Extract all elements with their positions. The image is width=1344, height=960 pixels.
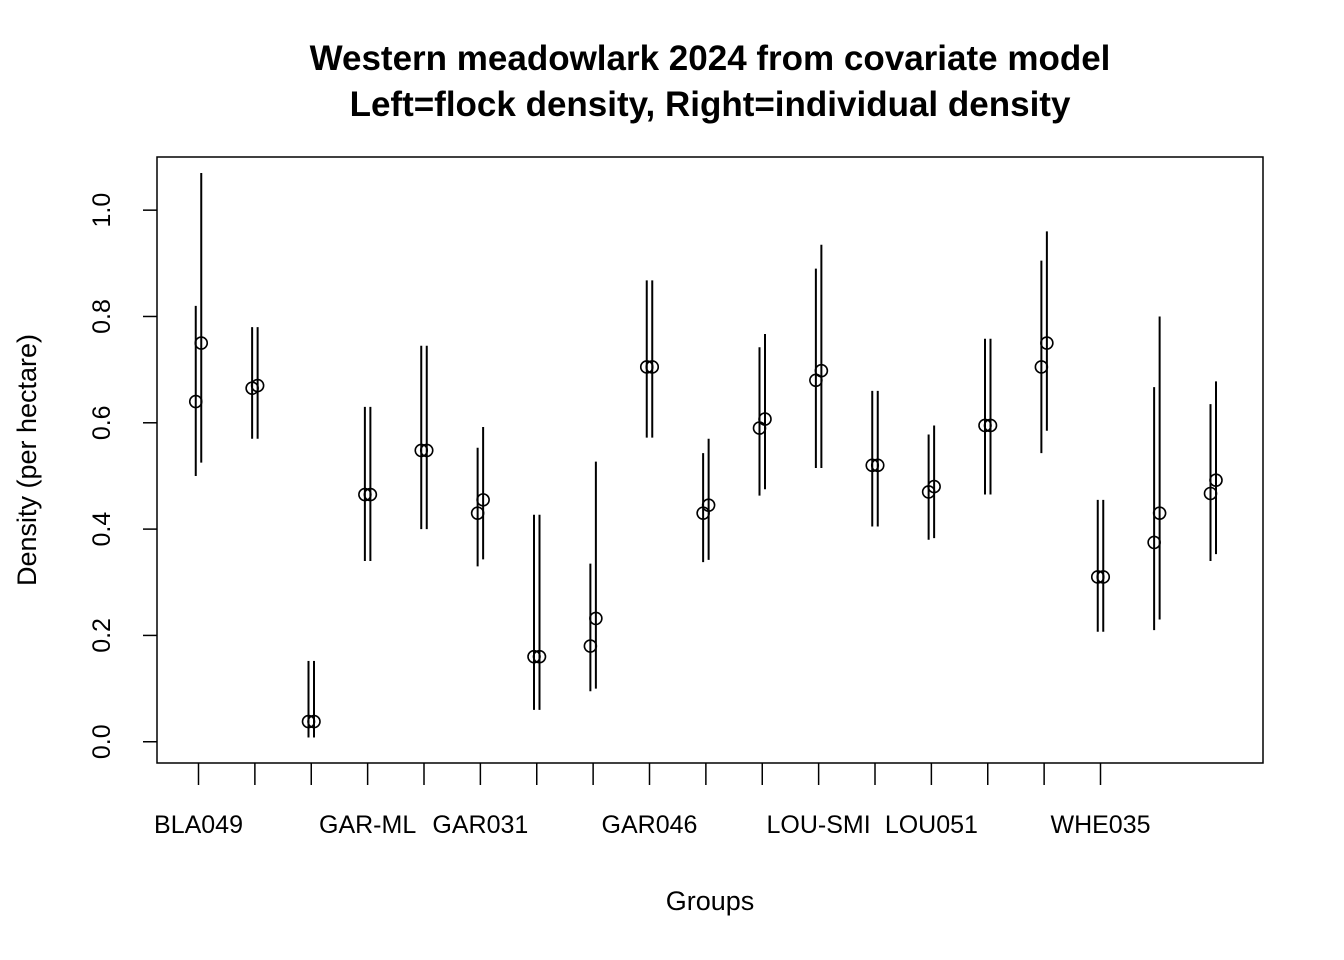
individual-density-point — [870, 458, 885, 473]
individual-density-point — [1040, 336, 1054, 350]
x-tick-label: GAR046 — [602, 811, 698, 839]
individual-density-point — [758, 412, 772, 426]
y-axis-label: Density (per hectare) — [12, 334, 42, 586]
individual-density-point — [1096, 570, 1111, 584]
x-axis: BLA049 GAR-ML GAR031 GAR046 LOU-SMI LOU051 WHE… — [154, 763, 1151, 839]
individual-density-point — [983, 418, 998, 433]
x-tick-label: WHE035 — [1050, 811, 1150, 839]
x-tick-label: BLA049 — [154, 811, 243, 839]
x-tick-label: LOU051 — [885, 811, 978, 839]
individual-density-point — [194, 336, 209, 350]
chart-title-line-2: Left=flock density, Right=individual den… — [350, 85, 1071, 124]
individual-density-point — [814, 363, 829, 378]
individual-density-point — [250, 378, 265, 393]
individual-density-point — [476, 493, 490, 507]
individual-density-point — [532, 649, 547, 664]
x-tick-label: GAR031 — [432, 811, 528, 839]
individual-density-point — [419, 443, 434, 458]
individual-density-point — [307, 714, 321, 729]
x-tick-label: GAR-ML — [319, 811, 416, 839]
plot-frame — [156, 156, 1264, 764]
y-tick-label: 0.6 — [88, 405, 116, 440]
plot-marks — [188, 172, 1223, 738]
y-tick-label: 0.4 — [88, 512, 116, 547]
individual-density-point — [1152, 506, 1167, 520]
chart-title-line-1: Western meadowlark 2024 from covariate m… — [310, 39, 1111, 78]
x-axis-label: Groups — [666, 886, 755, 916]
individual-density-point — [589, 611, 603, 626]
individual-density-point — [363, 487, 378, 502]
y-tick-label: 0.8 — [88, 299, 116, 334]
y-tick-label: 0.0 — [88, 724, 116, 759]
y-tick-label: 1.0 — [88, 193, 116, 228]
y-axis: 0.0 0.2 0.4 0.6 0.8 1.0 — [88, 193, 157, 759]
individual-density-point — [645, 360, 660, 374]
x-tick-label: LOU-SMI — [767, 811, 871, 839]
individual-density-point — [927, 479, 941, 494]
individual-density-point — [701, 498, 716, 512]
y-tick-label: 0.2 — [88, 618, 116, 653]
individual-density-point — [1209, 473, 1223, 488]
